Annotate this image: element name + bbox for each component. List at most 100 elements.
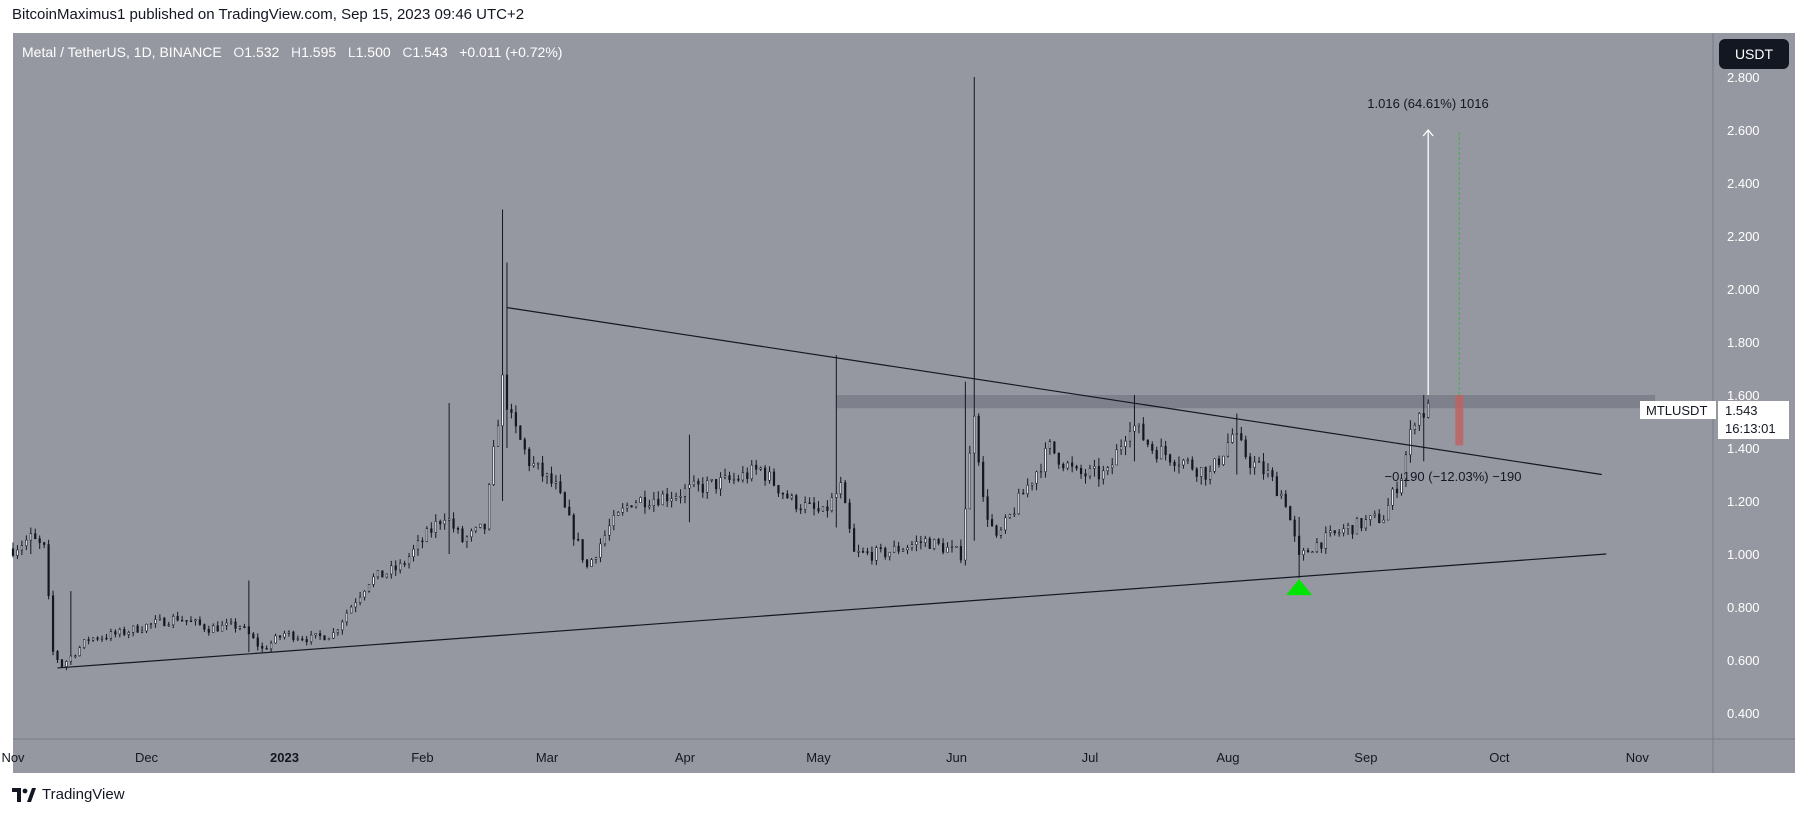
candle-body <box>1057 452 1060 465</box>
candle-body <box>790 495 793 499</box>
symbol-title[interactable]: Metal / TetherUS, 1D, BINANCE <box>22 44 222 60</box>
candle-body <box>140 630 144 633</box>
candle-body <box>207 629 210 633</box>
candle-body <box>1364 519 1367 529</box>
candle-body <box>955 545 958 548</box>
candle-body <box>100 637 104 640</box>
candle-body <box>523 439 526 450</box>
candle-body <box>901 549 905 552</box>
candle-body <box>755 464 758 470</box>
candle-body <box>594 557 598 560</box>
candle-body <box>1413 424 1416 430</box>
candle-body <box>528 448 531 467</box>
candle-body <box>839 482 842 495</box>
candle-body <box>1213 458 1216 472</box>
candle-body <box>715 478 718 490</box>
candle-body <box>136 625 139 633</box>
measure-up-label: 1.016 (64.61%) 1016 <box>1367 96 1488 111</box>
candle-body <box>1387 504 1390 521</box>
candle-body <box>768 471 771 481</box>
candle-body <box>47 544 50 597</box>
candle-body <box>354 602 357 608</box>
candle-body <box>430 528 433 533</box>
x-tick-label: Sep <box>1354 750 1377 765</box>
candle-body <box>510 409 513 413</box>
x-tick-label: 2023 <box>270 750 299 765</box>
candle-body <box>292 631 295 640</box>
candle-body <box>706 480 709 493</box>
candle-body <box>835 493 838 498</box>
candle-body <box>648 505 651 508</box>
candle-body <box>1191 459 1194 470</box>
currency-button[interactable]: USDT <box>1719 39 1789 69</box>
candle-body <box>817 508 820 512</box>
y-tick-label: 0.600 <box>1727 653 1760 668</box>
candle-body <box>804 502 807 510</box>
candle-body <box>1298 535 1301 555</box>
candle-body <box>461 528 464 542</box>
y-tick-label: 1.200 <box>1727 494 1760 509</box>
candle-body <box>617 512 620 516</box>
close-value: 1.543 <box>412 44 448 60</box>
candle-body <box>1306 550 1310 553</box>
tradingview-logo[interactable]: TradingView <box>12 786 125 803</box>
candle-body <box>412 548 415 558</box>
descending-resistance-line <box>506 306 1602 476</box>
candle-body <box>194 619 197 622</box>
candle-body <box>759 467 762 470</box>
price-tag-countdown: 16:13:01 <box>1725 421 1776 436</box>
candle-body <box>1186 459 1189 462</box>
candle-body <box>470 530 473 538</box>
y-tick-label: 2.200 <box>1727 229 1760 244</box>
candle-body <box>1173 461 1176 466</box>
candle-body <box>252 633 255 639</box>
candle-body <box>799 508 802 511</box>
candle-body <box>1164 445 1167 456</box>
candle-body <box>1048 441 1052 449</box>
candle-body <box>132 625 135 633</box>
candle-body <box>1222 455 1225 465</box>
candle-body <box>1111 464 1114 469</box>
candle-body <box>852 528 856 552</box>
candle-body <box>1106 467 1109 472</box>
candle-body <box>327 637 331 641</box>
candle-body <box>1079 467 1083 474</box>
candle-body <box>982 461 985 498</box>
candle-body <box>278 635 282 638</box>
candle-body <box>866 551 869 553</box>
x-tick-label: Nov <box>1626 750 1650 765</box>
candle-body <box>572 514 575 540</box>
candle-body <box>247 626 250 635</box>
candle-body <box>750 464 753 480</box>
candle-body <box>763 467 767 481</box>
low-label: L <box>347 44 356 60</box>
candle-body <box>950 546 954 548</box>
candle-body <box>1071 462 1074 467</box>
y-tick-label: 2.800 <box>1727 70 1760 85</box>
candle-body <box>350 606 353 614</box>
candle-body <box>643 497 647 508</box>
candle-body <box>1315 542 1319 553</box>
candle-body <box>363 590 366 598</box>
candle-body <box>568 506 571 516</box>
candle-body <box>501 374 504 427</box>
candle-body <box>216 625 219 632</box>
candle-body <box>1244 439 1247 458</box>
candle-body <box>1017 492 1020 515</box>
candle-body <box>1235 433 1238 435</box>
y-tick-label: 1.000 <box>1727 547 1760 562</box>
candle-body <box>626 505 629 509</box>
candle-body <box>20 545 24 551</box>
candle-body <box>1195 468 1198 477</box>
candle-body <box>238 626 242 629</box>
candle-body <box>114 631 117 635</box>
candle-body <box>474 527 477 532</box>
candle-body <box>674 496 678 499</box>
candle-body <box>1369 515 1372 520</box>
open-label: O <box>233 44 245 60</box>
candle-body <box>381 570 384 578</box>
candle-body <box>425 528 428 542</box>
candle-body <box>861 550 865 553</box>
candle-body <box>1226 442 1230 457</box>
